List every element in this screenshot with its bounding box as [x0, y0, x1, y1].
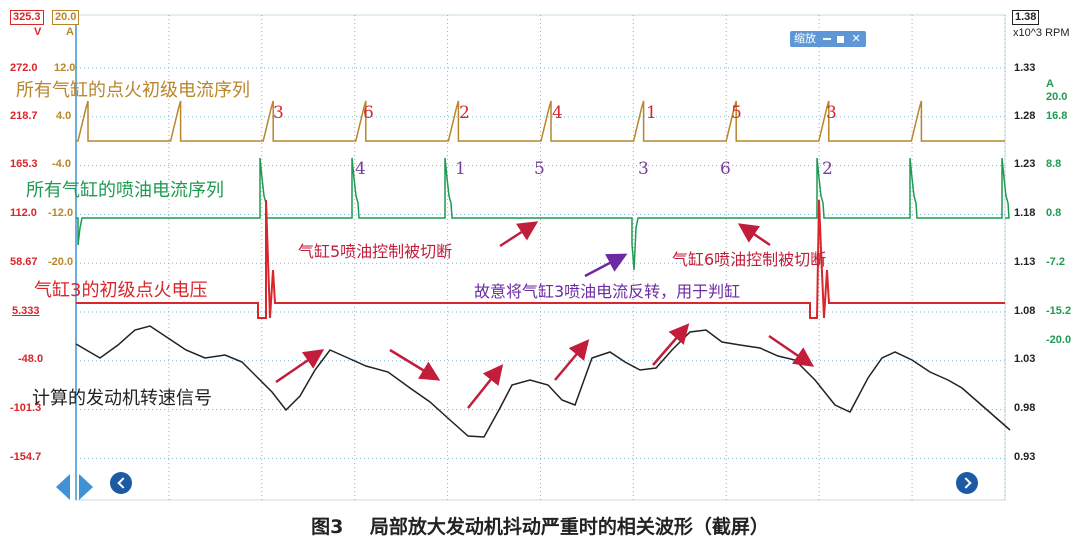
annotation-arrow — [499, 221, 539, 248]
ignition-current-trace — [76, 100, 1005, 142]
figure-number: 图3 — [311, 516, 344, 538]
rpm-signal-trace — [75, 325, 1011, 438]
rpm-trend-arrow — [467, 364, 504, 409]
rpm-trend-arrow — [275, 349, 325, 384]
primary-voltage-trace — [76, 199, 1005, 319]
rpm-trend-arrow — [554, 339, 590, 381]
figure-caption-text: 局部放大发动机抖动严重时的相关波形（截屏） — [369, 516, 769, 538]
rpm-trend-arrow — [389, 348, 441, 381]
oscilloscope-plot — [75, 14, 1011, 501]
rpm-trend-arrow — [768, 334, 815, 367]
rpm-trend-arrow — [652, 323, 690, 366]
annotation-arrow — [584, 253, 628, 278]
injector-current-trace — [76, 157, 1010, 271]
figure-caption: 图3 局部放大发动机抖动严重时的相关波形（截屏） — [0, 512, 1080, 539]
annotation-arrow — [737, 223, 771, 247]
